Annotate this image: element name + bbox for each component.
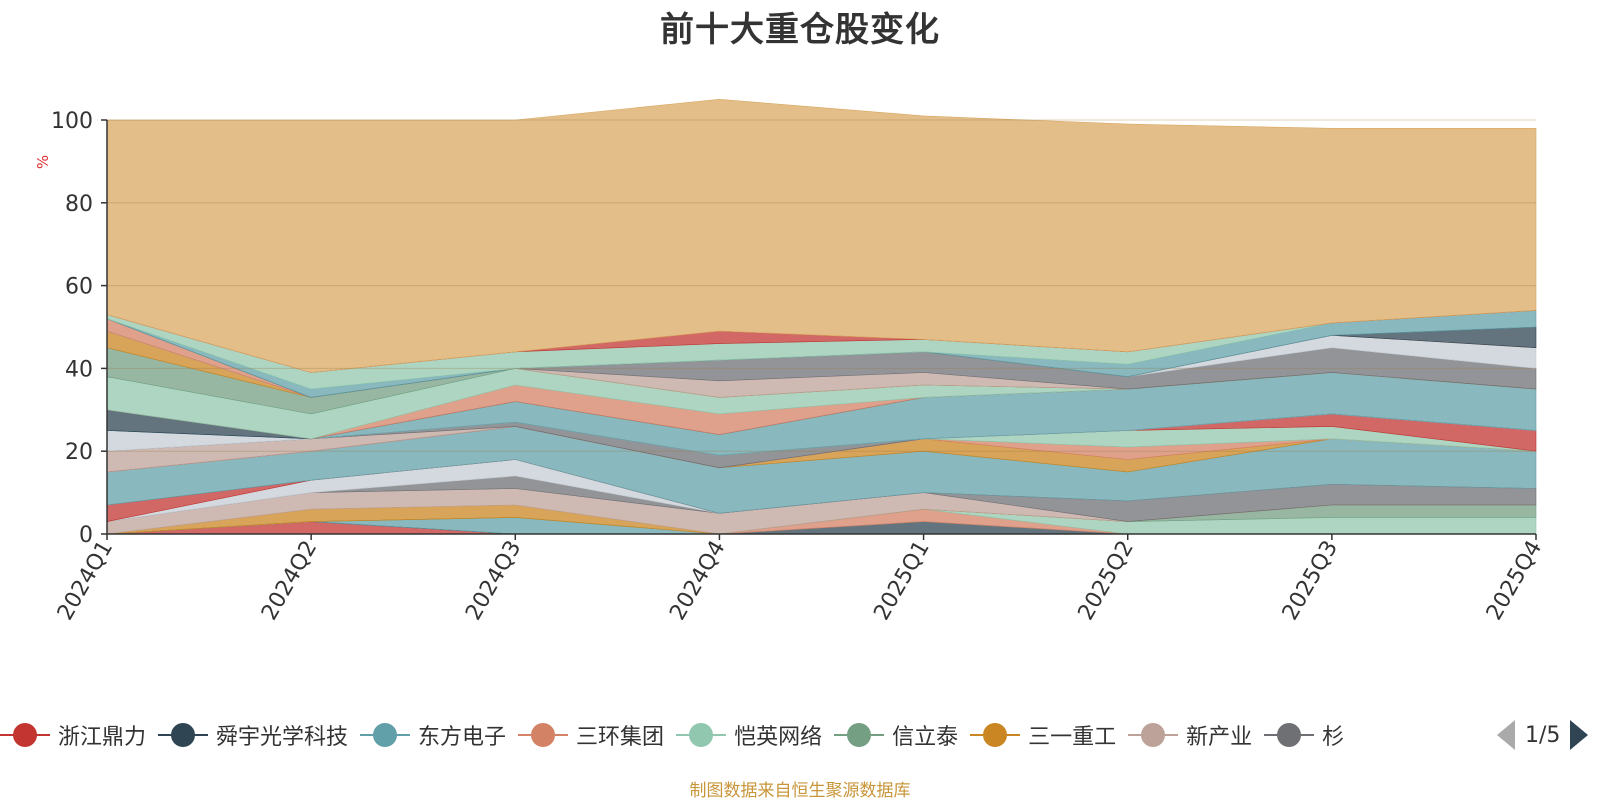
legend-item[interactable]: 三环集团 <box>518 712 664 758</box>
legend-marker-icon <box>360 712 411 758</box>
legend-label: 杉 <box>1322 725 1345 750</box>
legend-item[interactable]: 信立泰 <box>834 712 958 758</box>
legend-prev-page-button[interactable] <box>1497 720 1515 750</box>
legend-marker-icon <box>1264 712 1315 758</box>
legend-label: 恺英网络 <box>734 725 823 750</box>
y-tick-label: 40 <box>65 357 93 382</box>
x-tick-label: 2025Q1 <box>869 537 934 625</box>
legend-label: 三环集团 <box>576 725 665 750</box>
x-tick-label: 2024Q2 <box>257 537 322 625</box>
x-tick-label: 2025Q2 <box>1074 537 1139 625</box>
legend-label: 浙江鼎力 <box>58 725 147 750</box>
legend-pager: 1/5 <box>1497 718 1589 752</box>
legend-marker-icon <box>518 712 569 758</box>
legend-label: 新产业 <box>1186 725 1253 750</box>
legend-marker-icon <box>834 712 885 758</box>
legend-marker-icon <box>158 712 209 758</box>
legend-item[interactable]: 舜宇光学科技 <box>158 712 348 758</box>
legend-page-indicator: 1/5 <box>1525 722 1561 748</box>
y-tick-label: 20 <box>65 440 93 465</box>
y-tick-label: 80 <box>65 192 93 217</box>
legend-label: 东方电子 <box>418 725 507 750</box>
grid-lines <box>107 119 1536 452</box>
y-tick-label: 0 <box>79 523 93 548</box>
legend-marker-icon <box>676 712 727 758</box>
y-axis-unit-label: % <box>34 155 52 169</box>
legend-next-page-button[interactable] <box>1570 720 1589 750</box>
legend-label: 三一重工 <box>1028 725 1117 750</box>
legend-item[interactable]: 东方电子 <box>360 712 506 758</box>
y-tick-label: 60 <box>65 275 93 300</box>
stacked-areas <box>106 98 1537 535</box>
source-note: 制图数据来自恒生聚源数据库 <box>689 781 911 801</box>
legend-marker-icon <box>1128 712 1179 758</box>
legend-item[interactable]: 新产业 <box>1128 712 1252 758</box>
legend-marker-icon <box>0 712 50 758</box>
x-tick-label: 2024Q3 <box>461 537 526 625</box>
legend-label: 舜宇光学科技 <box>216 725 349 750</box>
area-series-33 <box>106 98 1537 373</box>
x-tick-label: 2025Q4 <box>1482 537 1547 625</box>
x-tick-label: 2025Q3 <box>1278 537 1343 625</box>
legend-item[interactable]: 杉 <box>1264 712 1344 758</box>
x-tick-label: 2024Q1 <box>53 537 118 625</box>
chart-title: 前十大重仓股变化 <box>660 10 940 50</box>
legend-item[interactable]: 浙江鼎力 <box>0 712 146 758</box>
legend-label: 信立泰 <box>892 725 959 750</box>
x-tick-label: 2024Q4 <box>665 537 730 625</box>
legend-marker-icon <box>970 712 1021 758</box>
legend: 浙江鼎力 舜宇光学科技 东方电子 三环集团 恺英网络 信立泰 三一重工 新产业 杉 <box>0 712 1485 758</box>
legend-item[interactable]: 恺英网络 <box>676 712 822 758</box>
y-tick-label: 100 <box>51 109 93 134</box>
legend-item[interactable]: 三一重工 <box>970 712 1116 758</box>
